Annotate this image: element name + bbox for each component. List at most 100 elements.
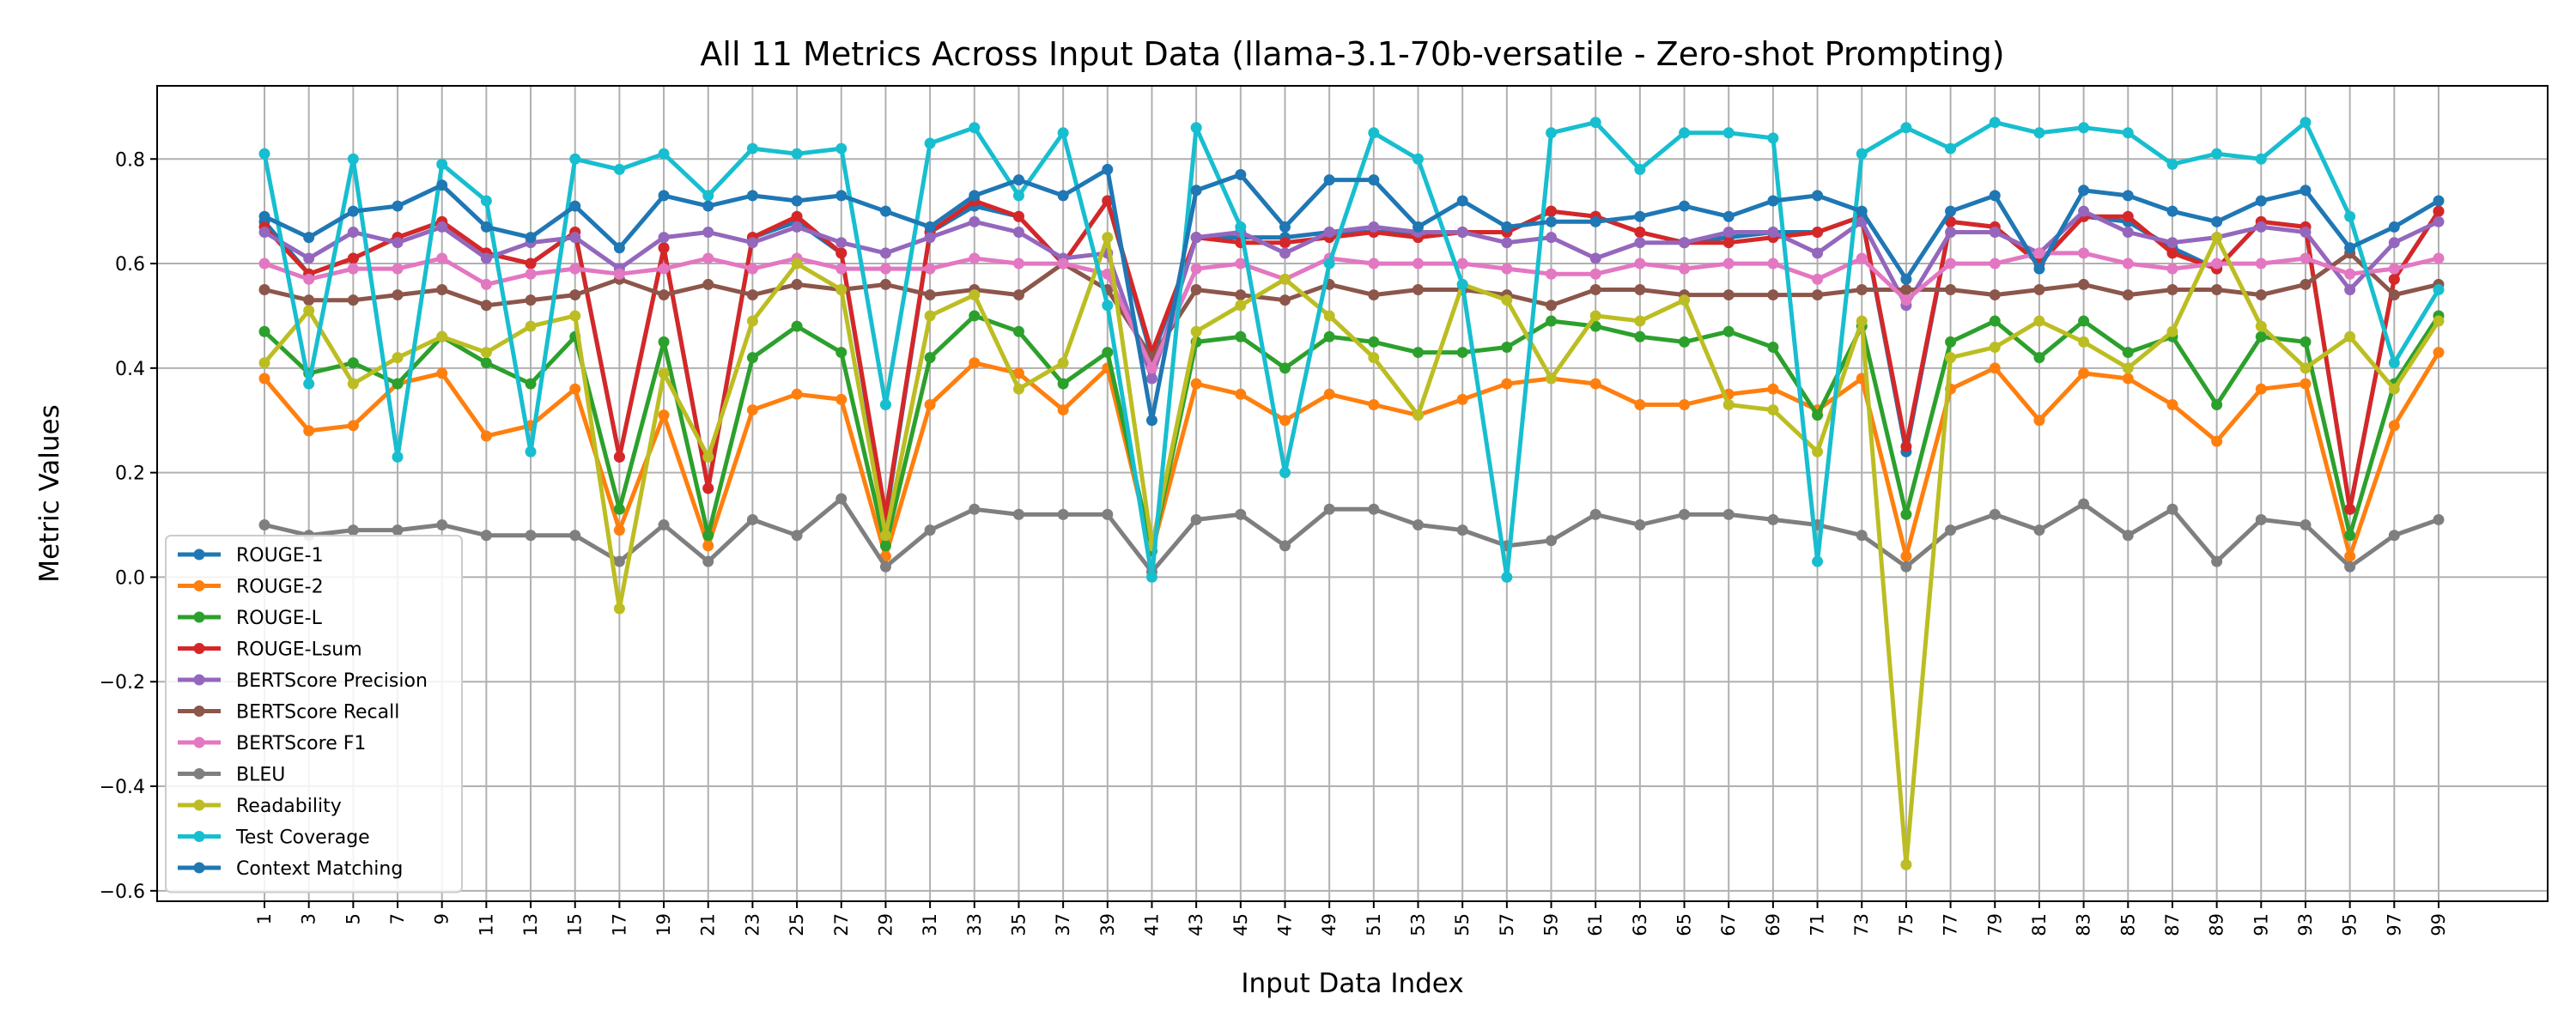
data-point bbox=[1012, 227, 1024, 239]
legend: ROUGE-1 ROUGE-2 ROUGE-L ROUGE-Lsum BERTScore… bbox=[165, 535, 463, 894]
legend-item: ROUGE-1 bbox=[178, 545, 324, 566]
data-point bbox=[879, 540, 891, 552]
data-point bbox=[746, 352, 758, 364]
data-point bbox=[2033, 263, 2045, 275]
data-point bbox=[1456, 195, 1468, 207]
data-point bbox=[879, 205, 891, 217]
data-point bbox=[2388, 273, 2400, 285]
data-point bbox=[1634, 227, 1646, 239]
data-point bbox=[1323, 174, 1335, 186]
data-point bbox=[969, 357, 981, 369]
data-point bbox=[1900, 440, 1912, 452]
data-point bbox=[525, 530, 537, 542]
data-point bbox=[1501, 378, 1513, 390]
data-point bbox=[702, 555, 714, 567]
data-point bbox=[1501, 263, 1513, 275]
data-point bbox=[2166, 205, 2178, 217]
data-point bbox=[436, 284, 448, 295]
data-point bbox=[613, 242, 625, 254]
data-point bbox=[2033, 352, 2045, 364]
x-tick-label: 71 bbox=[1807, 913, 1828, 936]
legend-swatch-marker bbox=[193, 611, 205, 623]
data-point bbox=[791, 210, 803, 222]
legend-item: Test Coverage bbox=[178, 827, 370, 849]
legend-box bbox=[165, 535, 463, 894]
x-tick-label: 73 bbox=[1851, 913, 1872, 936]
data-point bbox=[658, 148, 670, 160]
data-point bbox=[1767, 227, 1779, 239]
data-point bbox=[791, 221, 803, 233]
data-point bbox=[1812, 409, 1824, 421]
data-point bbox=[746, 190, 758, 202]
data-point bbox=[436, 179, 448, 191]
x-axis: 1 3 5 7 9 11 13 15 17 19 21 23 25 27 29 31 33 35 37 39 41 43 4… bbox=[254, 901, 2449, 936]
data-point bbox=[1012, 289, 1024, 301]
data-point bbox=[392, 237, 404, 249]
data-point bbox=[1368, 289, 1380, 301]
data-point bbox=[1767, 341, 1779, 353]
x-tick-label: 43 bbox=[1186, 913, 1206, 936]
data-point bbox=[1900, 550, 1912, 562]
x-tick-label: 63 bbox=[1630, 913, 1650, 936]
data-point bbox=[1368, 352, 1380, 364]
data-point bbox=[1456, 278, 1468, 290]
x-tick-label: 93 bbox=[2295, 913, 2316, 936]
data-point bbox=[303, 252, 315, 264]
data-point bbox=[835, 263, 848, 275]
data-point bbox=[2122, 210, 2134, 222]
legend-swatch-marker bbox=[193, 799, 205, 811]
data-point bbox=[1722, 508, 1735, 520]
series-line bbox=[262, 120, 2441, 579]
data-point bbox=[258, 284, 270, 295]
data-point bbox=[569, 232, 581, 244]
x-tick-label: 25 bbox=[787, 913, 807, 936]
data-point bbox=[2388, 237, 2400, 249]
x-tick-label: 77 bbox=[1941, 913, 1961, 936]
data-point bbox=[1856, 284, 1868, 295]
data-point bbox=[1323, 227, 1335, 239]
data-point bbox=[436, 158, 448, 170]
data-point bbox=[569, 310, 581, 322]
data-point bbox=[525, 258, 537, 270]
data-point bbox=[924, 232, 936, 244]
data-point bbox=[569, 153, 581, 165]
data-point bbox=[2033, 315, 2045, 327]
legend-label: BERTScore Recall bbox=[236, 702, 399, 724]
data-point bbox=[924, 221, 936, 233]
data-point bbox=[1456, 524, 1468, 536]
data-point bbox=[2166, 284, 2178, 295]
data-point bbox=[1989, 227, 2001, 239]
data-point bbox=[1279, 221, 1291, 233]
data-point bbox=[1767, 383, 1779, 395]
data-point bbox=[1546, 373, 1558, 385]
data-point bbox=[1413, 519, 1425, 531]
data-point bbox=[1279, 237, 1291, 249]
data-point bbox=[258, 357, 270, 369]
data-point bbox=[2122, 347, 2134, 359]
data-point bbox=[1145, 362, 1157, 374]
series-context-matching bbox=[258, 163, 2445, 427]
data-point bbox=[658, 409, 670, 421]
data-point bbox=[2122, 258, 2134, 270]
x-tick-label: 13 bbox=[520, 913, 541, 936]
data-point bbox=[2388, 221, 2400, 233]
data-point bbox=[1989, 190, 2001, 202]
data-point bbox=[1812, 190, 1824, 202]
data-point bbox=[347, 252, 359, 264]
series-bertscore-precision bbox=[258, 205, 2445, 385]
data-point bbox=[436, 367, 448, 379]
data-point bbox=[480, 300, 492, 312]
data-point bbox=[1145, 571, 1157, 583]
data-point bbox=[1546, 300, 1558, 312]
data-point bbox=[1767, 132, 1779, 144]
x-tick-label: 53 bbox=[1408, 913, 1429, 936]
data-point bbox=[436, 519, 448, 531]
data-point bbox=[791, 278, 803, 290]
data-point bbox=[2300, 278, 2312, 290]
data-point bbox=[1589, 320, 1601, 332]
data-point bbox=[569, 200, 581, 212]
legend-swatch-marker bbox=[193, 736, 205, 748]
data-point bbox=[702, 540, 714, 552]
data-point bbox=[1945, 524, 1957, 536]
data-point bbox=[1722, 227, 1735, 239]
